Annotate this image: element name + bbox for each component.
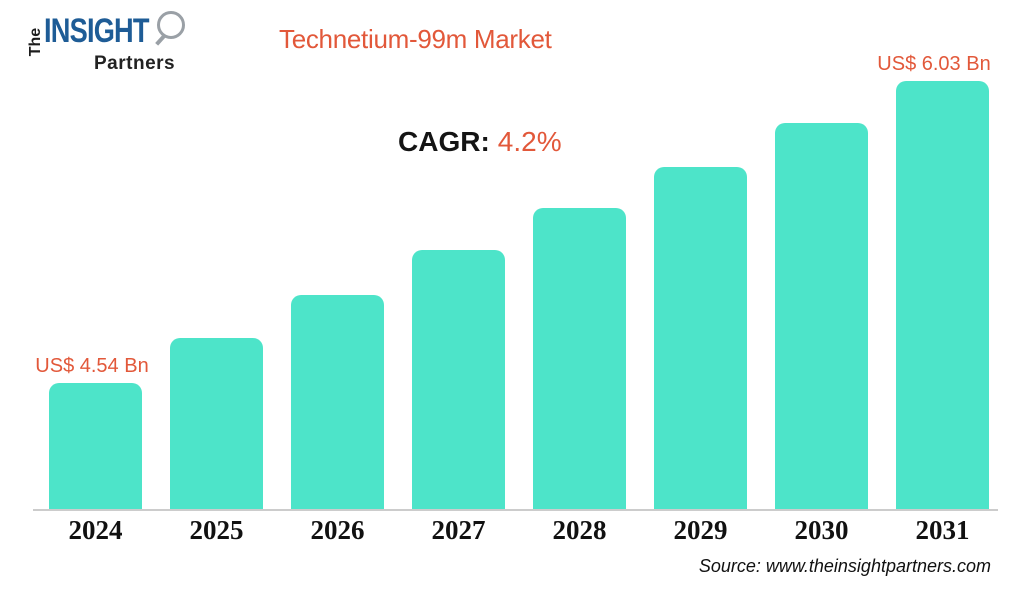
bar-2029: [654, 167, 747, 510]
chart-title: Technetium-99m Market: [279, 24, 552, 54]
logo-word-partners: Partners: [94, 53, 176, 74]
bar-2026: [291, 295, 384, 510]
first-bar-value-label: US$ 4.54 Bn: [35, 355, 149, 377]
x-axis-line: [33, 509, 998, 511]
bar-2030: [775, 123, 868, 510]
magnifier-handle-icon: [155, 33, 167, 46]
bar-series: [49, 81, 989, 510]
x-axis-label-2024: 2024: [68, 515, 123, 545]
bar-2024: [49, 383, 142, 510]
cagr-label: CAGR:: [398, 126, 490, 157]
logo-word-insight: INSIGHT: [44, 12, 150, 50]
x-axis-label-2028: 2028: [552, 515, 607, 545]
cagr-annotation: CAGR: 4.2%: [398, 126, 562, 158]
bar-2027: [412, 250, 505, 510]
source-credit: Source: www.theinsightpartners.com: [698, 556, 991, 576]
insight-partners-logo: The INSIGHT Partners: [26, 6, 201, 78]
x-axis-label-2026: 2026: [310, 515, 365, 545]
x-axis-label-2027: 2027: [431, 515, 486, 545]
last-bar-value-label: US$ 6.03 Bn: [877, 53, 991, 75]
x-axis-label-2031: 2031: [915, 515, 970, 545]
bar-2031: [896, 81, 989, 510]
x-axis-label-2029: 2029: [673, 515, 728, 545]
logo-word-the: The: [27, 27, 44, 57]
x-axis-label-2030: 2030: [794, 515, 849, 545]
bar-2025: [170, 338, 263, 510]
cagr-value: 4.2%: [497, 126, 562, 157]
x-axis-label-2025: 2025: [189, 515, 244, 545]
bar-2028: [533, 208, 626, 510]
x-axis-labels: 2024 2025 2026 2027 2028 2029 2030 2031: [49, 515, 989, 546]
